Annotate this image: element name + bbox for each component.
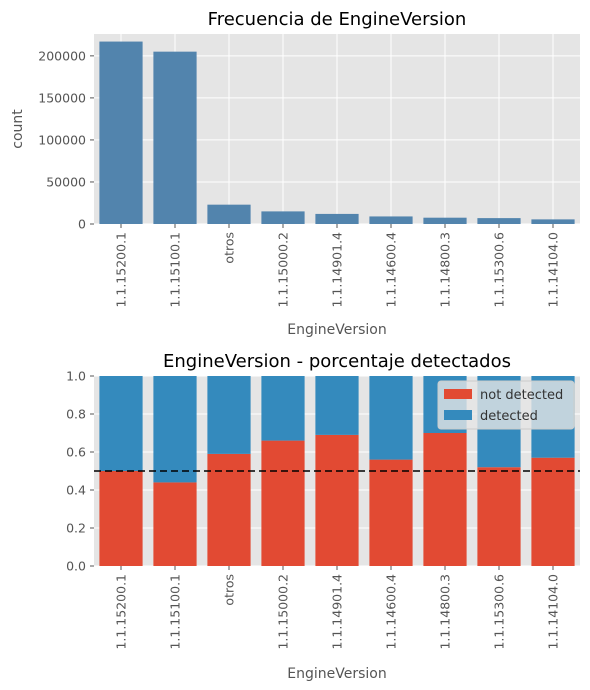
y-tick-label: 200000 <box>38 48 86 63</box>
x-tick-label: 1.1.14600.4 <box>384 574 399 650</box>
x-tick-label: otros <box>222 574 237 606</box>
x-tick-label: 1.1.14901.4 <box>330 574 345 650</box>
x-axis-label: EngineVersion <box>287 666 386 682</box>
y-tick-label: 0 <box>78 217 86 232</box>
x-tick-label: 1.1.15300.6 <box>492 232 507 308</box>
bar-segment <box>369 376 413 460</box>
x-tick-labels: 1.1.15200.1 1.1.15100.1 otros 1.1.15000.2 1.… <box>114 224 561 308</box>
y-tick-label: 0.0 <box>66 559 86 574</box>
bar <box>423 217 467 224</box>
bar <box>207 204 251 224</box>
bar-segment <box>315 376 359 435</box>
x-tick-label: 1.1.15200.1 <box>114 574 129 650</box>
bar-segment <box>99 471 143 566</box>
x-tick-labels: 1.1.15200.1 1.1.15100.1 otros 1.1.15000.2 1.… <box>114 566 561 650</box>
legend-label-detected: detected <box>480 409 538 424</box>
bar-segment <box>531 457 575 566</box>
bar <box>369 216 413 224</box>
y-tick-label: 0.4 <box>66 483 86 498</box>
x-tick-label: 1.1.14901.4 <box>330 232 345 308</box>
bar-segment <box>153 482 197 566</box>
x-tick-label: 1.1.15000.2 <box>276 574 291 650</box>
y-tick-labels: 0.0 0.2 0.4 0.6 0.8 1.0 <box>66 369 94 574</box>
legend-swatch-detected <box>444 410 472 420</box>
x-tick-label: 1.1.14800.3 <box>438 574 453 650</box>
bar <box>153 51 197 224</box>
bar <box>315 213 359 224</box>
bar <box>99 41 143 224</box>
bar-segment <box>261 440 305 566</box>
y-tick-label: 0.8 <box>66 407 86 422</box>
x-axis-label: EngineVersion <box>287 322 386 338</box>
chart-title: Frecuencia de EngineVersion <box>208 9 467 30</box>
y-tick-label: 150000 <box>38 90 86 105</box>
y-axis-label: count <box>10 109 26 149</box>
x-tick-label: 1.1.14600.4 <box>384 232 399 308</box>
bar-segment <box>423 433 467 566</box>
bar-segment <box>153 376 197 483</box>
x-tick-label: 1.1.14104.0 <box>546 574 561 650</box>
bar-segment <box>207 453 251 566</box>
bars <box>99 41 575 224</box>
y-tick-label: 0.2 <box>66 521 86 536</box>
bar-segment <box>315 434 359 566</box>
x-tick-label: 1.1.15000.2 <box>276 232 291 308</box>
x-tick-label: 1.1.14104.0 <box>546 232 561 308</box>
stacked-bars <box>99 376 575 566</box>
x-tick-label: 1.1.15300.6 <box>492 574 507 650</box>
x-tick-label: 1.1.15100.1 <box>168 574 183 650</box>
y-tick-labels: 0 50000 100000 150000 200000 <box>38 48 94 232</box>
x-tick-label: otros <box>222 232 237 264</box>
legend: not detected detected <box>437 380 575 430</box>
bar-segment <box>207 376 251 454</box>
bar <box>531 219 575 224</box>
bar-segment <box>261 376 305 441</box>
chart-title: EngineVersion - porcentaje detectados <box>163 351 511 372</box>
y-tick-label: 50000 <box>46 174 86 189</box>
x-tick-label: 1.1.15100.1 <box>168 232 183 308</box>
y-tick-label: 1.0 <box>66 369 86 384</box>
legend-label-not-detected: not detected <box>480 388 563 403</box>
y-tick-label: 100000 <box>38 132 86 147</box>
x-tick-label: 1.1.14800.3 <box>438 232 453 308</box>
bar-segment <box>477 467 521 566</box>
x-tick-label: 1.1.15200.1 <box>114 232 129 308</box>
y-tick-label: 0.6 <box>66 445 86 460</box>
bar-segment <box>99 376 143 471</box>
bar <box>477 218 521 224</box>
bar-segment <box>369 459 413 566</box>
chart-detection-percentage: 0.0 0.2 0.4 0.6 0.8 1.0 1.1.15200.1 1.1.15100.… <box>66 351 580 682</box>
bar <box>261 211 305 224</box>
legend-swatch-not-detected <box>444 389 472 399</box>
